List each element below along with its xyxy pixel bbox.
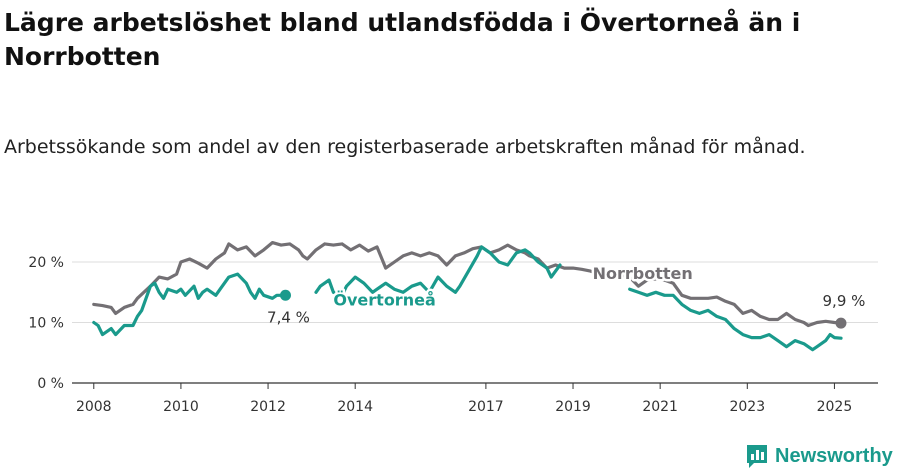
chart-labels: 9,9 % 7,4 % Norrbotten Övertorneå bbox=[267, 261, 866, 326]
y-tick-label: 0 % bbox=[37, 376, 64, 392]
x-tick-label: 2021 bbox=[642, 399, 678, 415]
series-lines bbox=[92, 241, 847, 352]
x-tick-label: 2017 bbox=[468, 399, 504, 415]
bar-chart-icon bbox=[747, 445, 767, 468]
series-end-label: 9,9 % bbox=[823, 292, 866, 310]
series-line bbox=[92, 241, 843, 328]
series-annotation: Norrbotten bbox=[593, 264, 693, 283]
chart-subtitle: Arbetssökande som andel av den registerb… bbox=[4, 136, 806, 158]
series-end-label: 7,4 % bbox=[267, 308, 310, 326]
x-tick-label: 2010 bbox=[163, 399, 199, 415]
x-tick-label: 2014 bbox=[337, 399, 373, 415]
newsworthy-logo: Newsworthy bbox=[745, 442, 893, 470]
x-axis: 0 % 10 % 20 % 2008 2010 2012 2014 2017 2019 2021 2… bbox=[28, 255, 852, 415]
series-line bbox=[314, 245, 562, 297]
x-tick-label: 2025 bbox=[817, 399, 853, 415]
series-end-point bbox=[279, 289, 291, 301]
chart-title: Lägre arbetslöshet bland utlandsfödda i … bbox=[4, 8, 801, 71]
x-tick-label: 2008 bbox=[76, 399, 112, 415]
series-line bbox=[628, 287, 843, 352]
series-end-point bbox=[835, 317, 847, 329]
x-tick-label: 2019 bbox=[555, 399, 591, 415]
series-annotation: Övertorneå bbox=[333, 291, 435, 310]
y-tick-label: 10 % bbox=[28, 316, 64, 332]
x-tick-label: 2023 bbox=[729, 399, 765, 415]
brand-name: Newsworthy bbox=[775, 444, 893, 467]
y-tick-label: 20 % bbox=[28, 255, 64, 271]
x-tick-label: 2012 bbox=[250, 399, 286, 415]
series-line bbox=[92, 272, 288, 337]
grid-lines bbox=[72, 261, 878, 384]
